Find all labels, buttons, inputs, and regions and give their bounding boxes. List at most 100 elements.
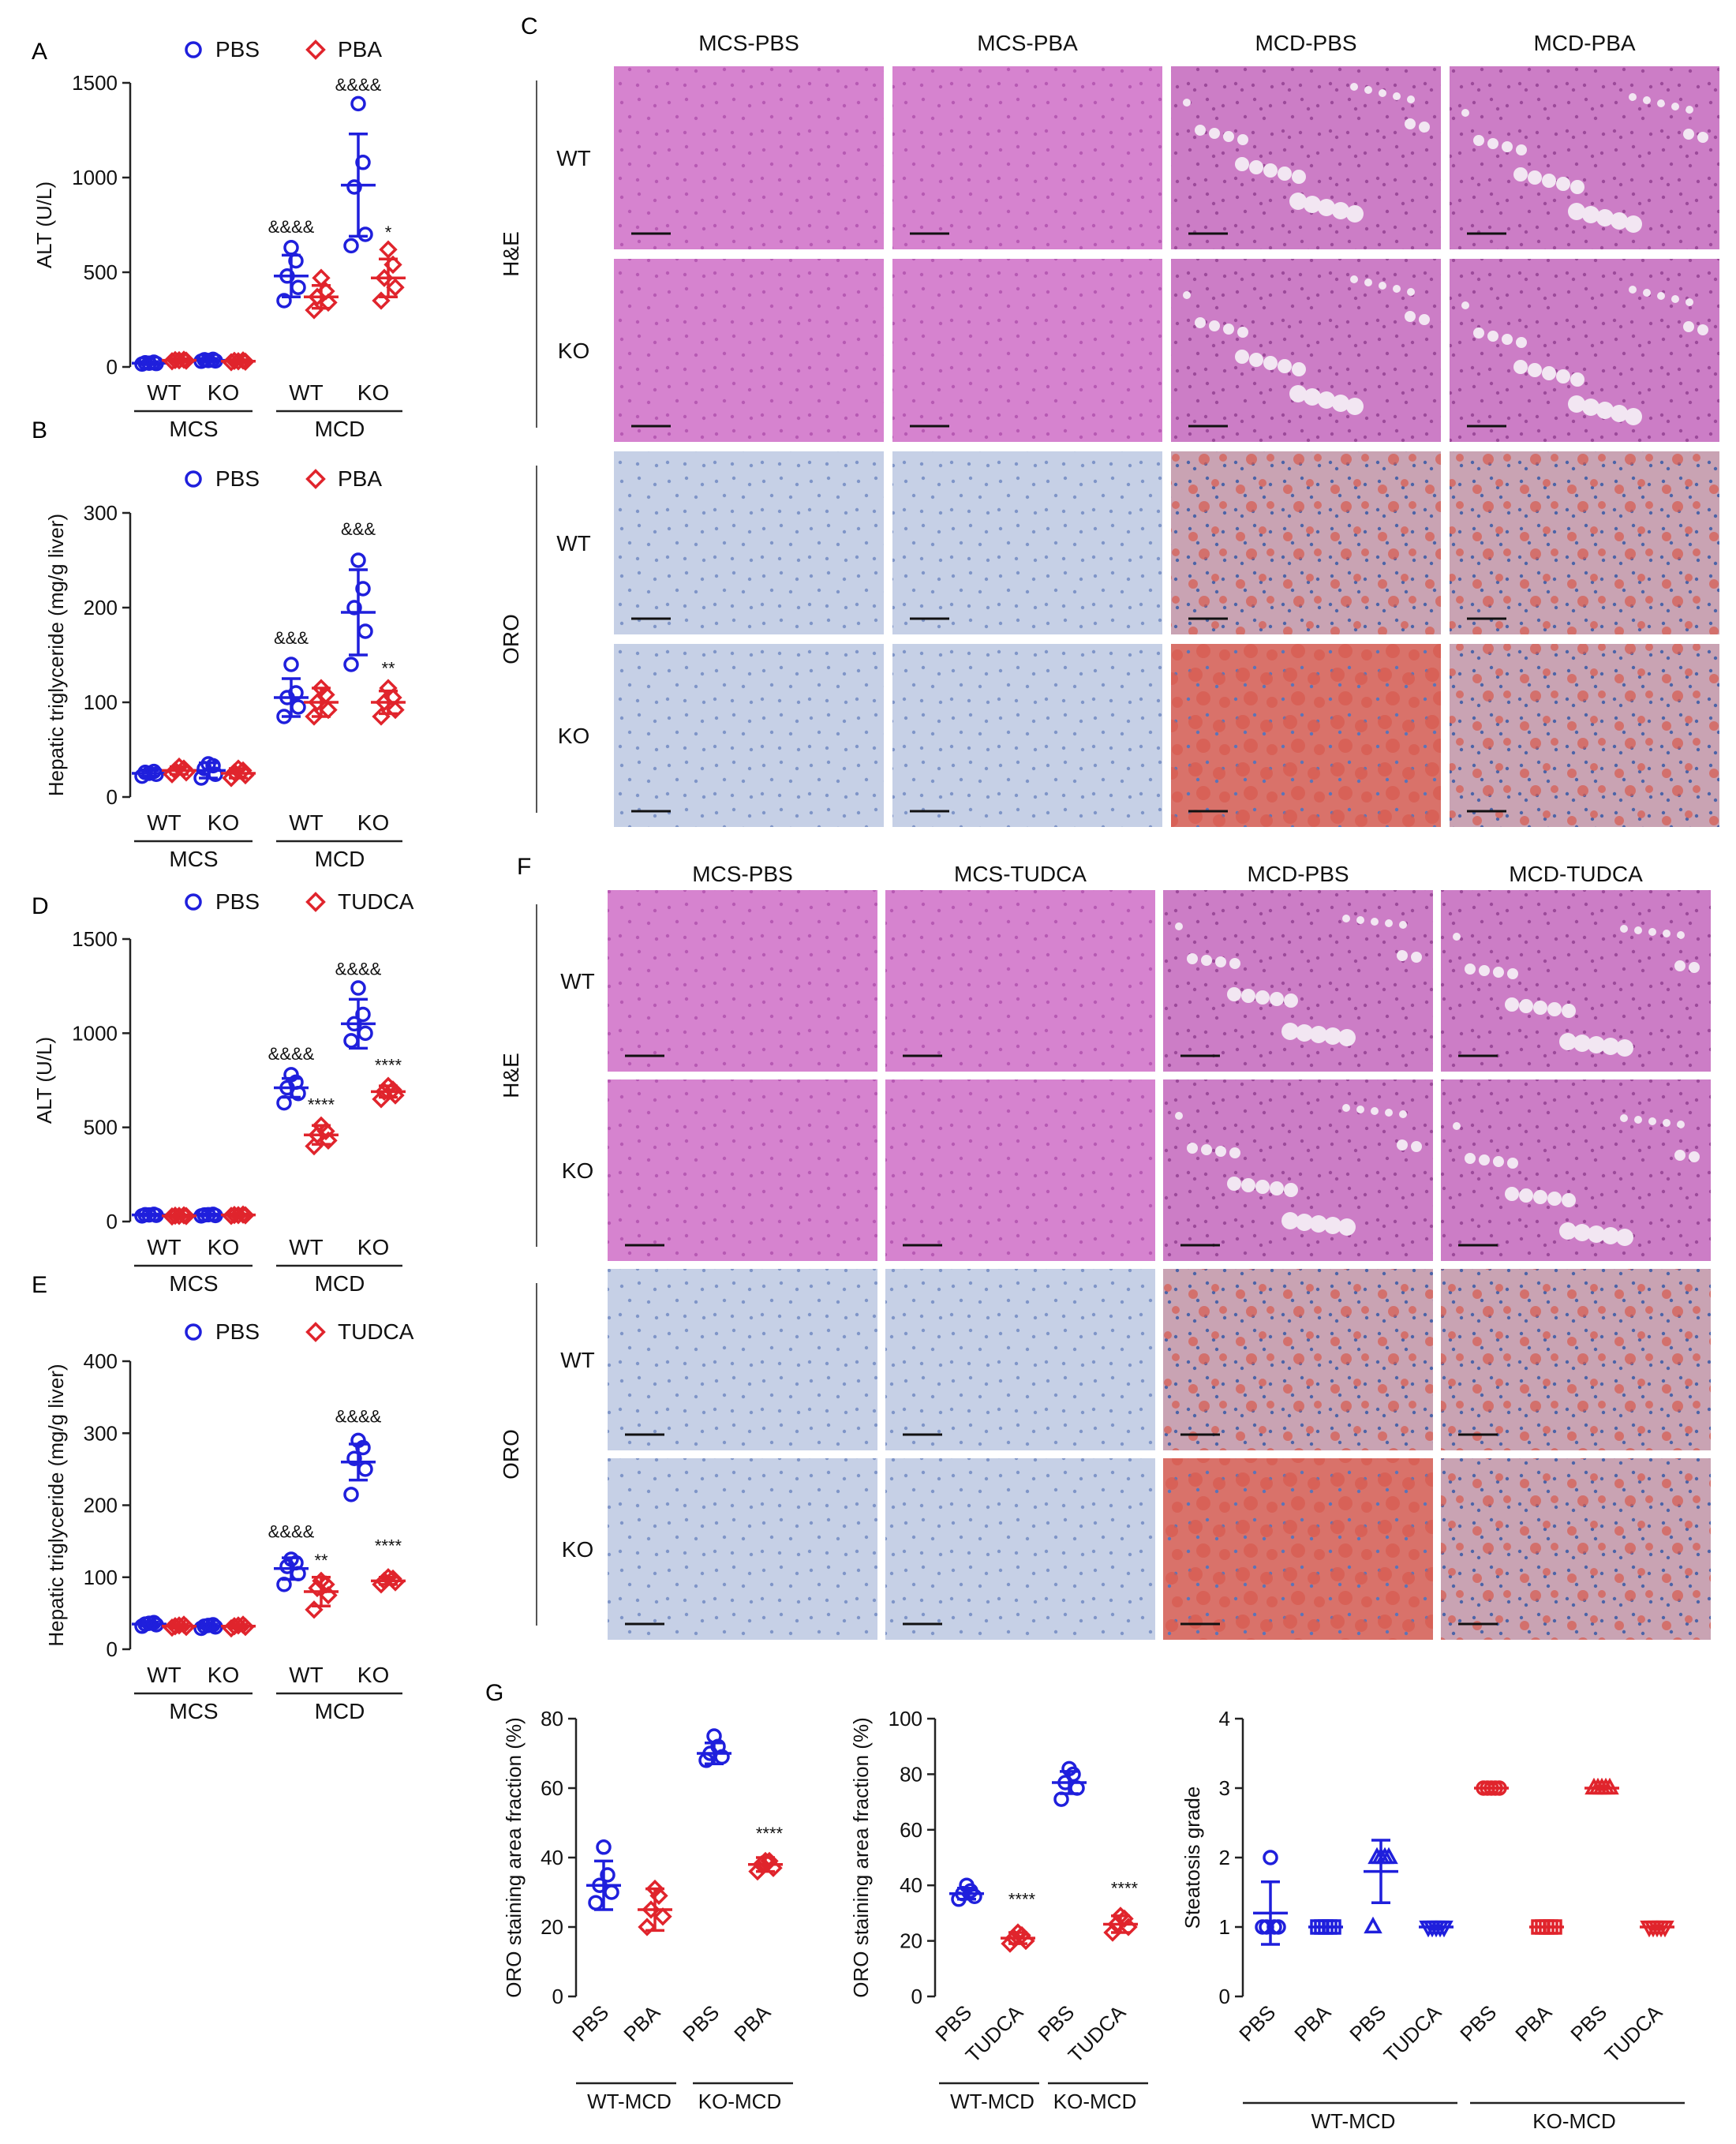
x-tick-label: KO: [208, 1663, 239, 1687]
y-tick-label: 60: [541, 1776, 563, 1800]
vacuole: [1616, 1229, 1633, 1246]
micrograph-tile: [608, 890, 877, 1072]
vacuoles: [1183, 275, 1430, 415]
vacuole: [1465, 963, 1476, 975]
x-tick-label: WT: [147, 810, 181, 835]
x-tick-label: PBS: [1345, 2000, 1390, 2046]
x-tick-label: KO: [208, 1235, 239, 1259]
micrograph-tile: [1163, 1458, 1433, 1640]
data-point: [229, 352, 248, 371]
y-tick-label: 0: [552, 1985, 563, 2008]
group-3: [1419, 1920, 1454, 1938]
x-tick-label: WT: [289, 810, 324, 835]
chart-E: 0 100 200 300 400 Hepatic triglyceride (mg/g …: [44, 1319, 414, 1723]
x-tick-label: PBS: [930, 2000, 976, 2046]
micrograph-image: [892, 644, 1162, 827]
data-point: [312, 268, 331, 287]
micrograph-image: [1450, 66, 1719, 249]
significance-label: &&&&: [335, 1406, 382, 1426]
column-title: MCD-PBS: [1255, 31, 1356, 55]
genotype-label: KO: [558, 724, 589, 748]
micrograph-tile: [1441, 1458, 1711, 1640]
genotype-label: KO: [562, 1158, 593, 1183]
group-label: MCS: [169, 1699, 218, 1723]
vacuole: [1356, 1106, 1364, 1113]
vacuole: [1201, 955, 1212, 966]
data-point: [229, 1206, 248, 1225]
vacuole: [1643, 289, 1651, 297]
genotype-label: WT: [556, 146, 591, 170]
data-point: [645, 1879, 664, 1899]
data-point: [225, 1617, 244, 1636]
genotype-label: KO: [562, 1537, 593, 1562]
vacuole: [1620, 925, 1628, 933]
vacuole: [1542, 174, 1556, 188]
vacuole: [1324, 1217, 1341, 1234]
data-point: [350, 980, 366, 996]
column-title: MCS-TUDCA: [954, 862, 1087, 886]
x-tick-label: PBS: [1234, 2000, 1280, 2046]
group-0: [1253, 1850, 1288, 1946]
data-point: [312, 679, 331, 698]
data-point: [383, 255, 402, 275]
data-point: [350, 552, 366, 568]
vacuole: [1227, 1177, 1241, 1191]
group-1: [1308, 1919, 1343, 1935]
group-3: [748, 1851, 783, 1881]
vacuole: [1697, 132, 1708, 143]
micrograph-image: [1441, 1269, 1711, 1450]
vacuole: [1407, 95, 1415, 103]
vacuole: [1346, 398, 1364, 415]
vacuole: [1570, 372, 1584, 387]
vacuole: [1296, 1214, 1313, 1231]
x-tick-label: KO: [357, 380, 389, 405]
data-point: [357, 1025, 373, 1042]
genotype-label: WT: [556, 531, 591, 556]
micrograph-tile: [1450, 66, 1719, 249]
group-label: WT-MCD: [950, 2090, 1034, 2113]
vacuole: [1310, 1215, 1327, 1233]
x-tick-label: PBS: [678, 2000, 724, 2046]
data-point: [350, 95, 366, 112]
vacuole: [1453, 933, 1461, 941]
data-point: [383, 1569, 402, 1588]
micrograph-image: [1171, 451, 1441, 634]
vacuole: [1278, 359, 1292, 373]
vacuoles: [1175, 1104, 1422, 1236]
vacuole: [1249, 353, 1263, 367]
data-point: [375, 268, 394, 287]
data-point: [283, 1551, 299, 1567]
column-title: MCS-PBS: [692, 862, 793, 886]
micrograph-tile: [1163, 1079, 1433, 1261]
error-bar: [341, 133, 376, 238]
x-tick-label: KO: [357, 810, 389, 835]
series-PBA: [162, 679, 406, 788]
vacuole: [1397, 1139, 1408, 1151]
micrograph-panel-F: MCS-PBS MCS-TUDCA MCD-PBS MCD-TUDCA WT KO WT KO…: [499, 862, 1711, 1640]
data-point: [170, 1207, 189, 1225]
x-tick-label: KO: [208, 380, 239, 405]
data-point: [283, 657, 299, 672]
data-point: [288, 685, 304, 701]
legend-marker: [305, 1322, 326, 1342]
vacuole: [1582, 206, 1599, 223]
micrograph-tile: [608, 1079, 877, 1261]
y-tick-label: 20: [541, 1915, 563, 1939]
group-2: [1364, 1839, 1398, 1934]
micrograph-tile: [614, 451, 884, 634]
y-axis-label: ALT (U/L): [32, 1037, 56, 1124]
panel-letters-layer: A B C D E F G: [32, 13, 538, 1706]
vacuole: [1657, 292, 1665, 300]
data-point: [316, 1575, 335, 1594]
vacuole: [1281, 1212, 1299, 1229]
vacuole: [1411, 1141, 1422, 1152]
data-point: [290, 279, 306, 295]
vacuole: [1689, 1151, 1700, 1162]
vacuole: [1407, 288, 1415, 296]
data-point: [193, 770, 209, 786]
vacuoles: [1461, 93, 1708, 233]
vacuole: [1616, 1039, 1633, 1057]
vacuole: [1379, 282, 1386, 290]
micrograph-tile: [1441, 1079, 1711, 1261]
